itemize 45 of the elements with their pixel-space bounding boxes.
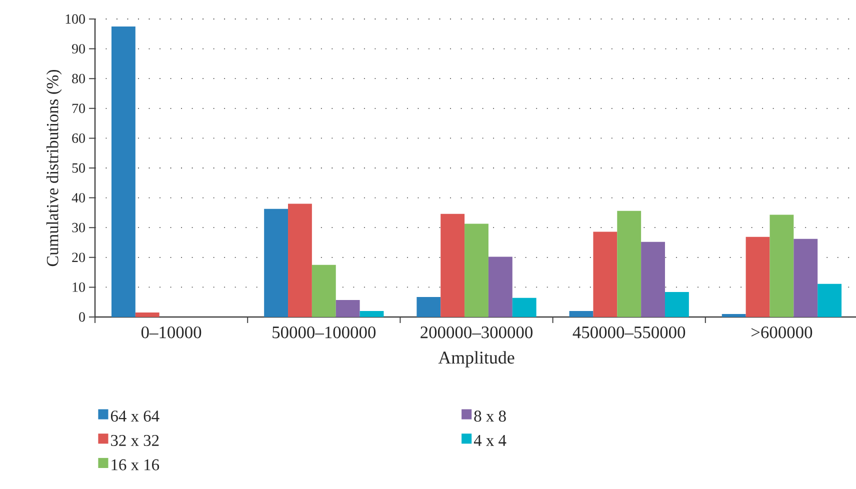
x-tick-label: 50000–100000	[272, 326, 376, 338]
bar	[770, 214, 794, 317]
bar	[288, 204, 312, 317]
legend-label: 16 x 16	[112, 459, 160, 470]
y-tick-label: 90	[72, 44, 85, 54]
bar	[111, 26, 136, 317]
x-axis-title: Amplitude	[438, 351, 514, 368]
bar	[264, 208, 288, 317]
bar	[617, 210, 642, 317]
bar	[135, 312, 160, 317]
bar	[794, 238, 818, 317]
x-tick-label: >600000	[752, 326, 812, 338]
bar	[569, 311, 594, 317]
y-tick-label: 70	[72, 104, 85, 114]
y-tick-label: 100	[66, 14, 85, 24]
x-tick-label: 200000–300000	[420, 326, 532, 338]
bar	[593, 232, 618, 317]
bar	[512, 298, 536, 317]
y-tick-label: 0	[79, 312, 85, 322]
y-tick-label: 30	[72, 222, 85, 232]
legend-label: 32 x 32	[111, 434, 159, 446]
bar	[464, 224, 488, 317]
bar	[664, 292, 689, 317]
legend-label: 4 x 4	[474, 435, 506, 446]
y-tick-label: 50	[72, 163, 85, 173]
y-tick-label: 80	[72, 74, 85, 84]
y-tick-label: 20	[72, 252, 85, 262]
bar	[360, 311, 384, 317]
bar	[312, 264, 336, 317]
bar	[818, 284, 842, 317]
y-tick-label: 60	[72, 133, 85, 143]
y-tick-label: 10	[72, 282, 85, 292]
bar	[416, 297, 441, 317]
bar	[722, 314, 746, 317]
bar	[746, 236, 770, 317]
x-tick-label: 0–10000	[141, 326, 202, 338]
bar	[440, 214, 465, 317]
y-axis-title: Cumulative distributions (%)	[46, 70, 62, 266]
legend-label: 8 x 8	[474, 410, 506, 422]
y-tick-label: 40	[72, 193, 85, 203]
x-tick-label: 450000–550000	[572, 326, 686, 338]
bar	[336, 300, 360, 317]
bar	[641, 242, 665, 317]
bar	[488, 256, 512, 317]
legend-label: 64 x 64	[110, 410, 160, 422]
